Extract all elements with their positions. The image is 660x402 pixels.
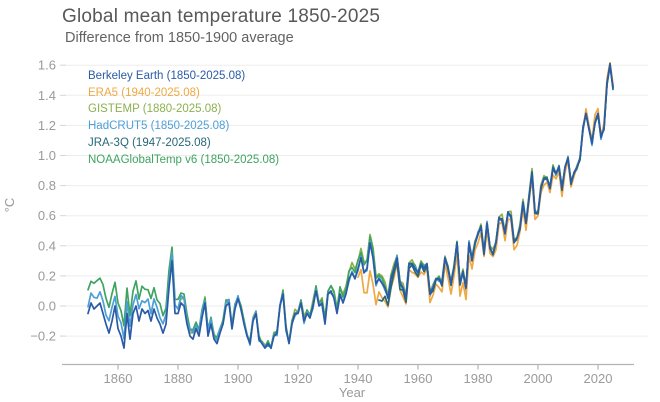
x-tick-label: 1960 [404, 371, 433, 386]
y-tick-label: 1.0 [38, 148, 56, 163]
x-tick-label: 1940 [344, 371, 373, 386]
y-tick-label: 0.4 [38, 238, 56, 253]
x-tick-label: 2000 [524, 371, 553, 386]
y-tick-label: 1.6 [38, 58, 56, 73]
series-line-berkeley [87, 64, 614, 349]
legend-item-jra3q: JRA-3Q (1947-2025.08) [88, 136, 211, 149]
legend-item-hadcrut5: HadCRUT5 (1850-2025.08) [88, 120, 230, 133]
x-tick-label: 1860 [104, 371, 133, 386]
x-tick-label: 1880 [164, 371, 193, 386]
x-axis-label: Year [339, 385, 366, 400]
y-tick-label: −0.2 [30, 329, 56, 344]
x-tick-label: 1920 [284, 371, 313, 386]
y-tick-label: 0.6 [38, 208, 56, 223]
legend-item-era5: ERA5 (1940-2025.08) [88, 86, 200, 99]
legend-item-gistemp: GISTEMP (1880-2025.08) [88, 103, 222, 116]
y-tick-label: 0.8 [38, 178, 56, 193]
series-line-jra3q [378, 62, 614, 307]
legend-item-berkeley: Berkeley Earth (1850-2025.08) [88, 70, 246, 82]
y-tick-label: 1.4 [38, 88, 56, 103]
x-tick-label: 1980 [464, 371, 493, 386]
chart-title: Global mean temperature 1850-2025 [62, 6, 381, 27]
x-tick-label: 2020 [584, 371, 613, 386]
x-tick-label: 1900 [224, 371, 253, 386]
chart-subtitle: Difference from 1850-1900 average [65, 30, 294, 46]
y-tick-label: 0.2 [38, 268, 56, 283]
y-tick-label: 1.2 [38, 118, 56, 133]
y-axis-label: °C [2, 198, 17, 213]
series-line-era5 [357, 61, 614, 308]
chart-legend: Berkeley Earth (1850-2025.08) ERA5 (1940-… [88, 68, 279, 168]
legend-item-noaa: NOAAGlobalTemp v6 (1850-2025.08) [88, 153, 280, 166]
y-tick-label: 0.0 [38, 299, 56, 314]
